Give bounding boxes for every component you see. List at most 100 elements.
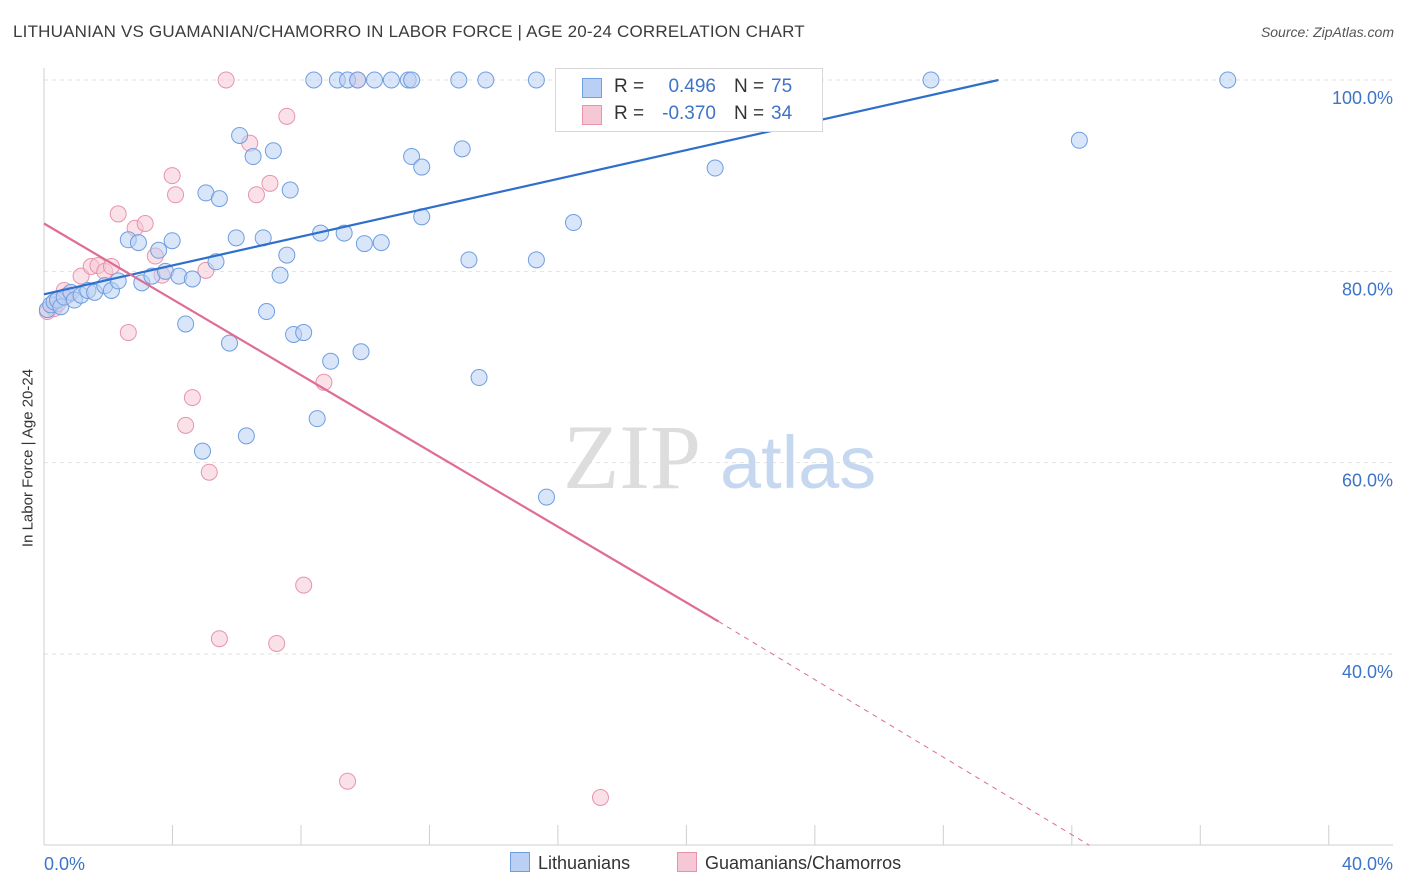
bottom-legend-label: Guamanians/Chamorros (705, 853, 902, 873)
guamanian-point (247, 186, 265, 204)
lithuanian-point (706, 159, 724, 177)
lithuanian-point (322, 352, 340, 370)
lithuanian-point (177, 315, 195, 333)
lithuanian-point (349, 71, 367, 89)
lithuanian-point (355, 235, 373, 253)
lithuanian-trend-line (43, 78, 999, 296)
legend-r-value: 0.496 (668, 76, 716, 97)
legend-r-label: R = (614, 76, 645, 97)
lithuanian-point (210, 190, 228, 208)
guamanian-trend-extension (718, 621, 1090, 846)
guamanian-point (278, 107, 296, 125)
watermark-zip: ZIP (563, 406, 701, 508)
lithuanian-point (382, 71, 400, 89)
lithuanian-point (470, 369, 488, 387)
lithuanian-point (527, 251, 545, 269)
guamanian-point (109, 205, 127, 223)
bottom-legend-lithuanians: Lithuanians (510, 852, 630, 874)
lithuanian-point (403, 71, 421, 89)
guamanian-point (163, 167, 181, 185)
legend-row-lithuanians: R = 0.496 N = 75 (556, 73, 822, 101)
bottom-legend-label: Lithuanians (538, 853, 631, 873)
lithuanian-point (295, 324, 313, 342)
lithuanian-point (150, 241, 168, 259)
lithuanian-point (308, 410, 326, 428)
tick-labels: 40.0% 60.0% 80.0% 100.0% 0.0% 40.0% (44, 88, 1393, 874)
lithuanian-point (281, 181, 299, 199)
lithuanian-point (413, 158, 431, 176)
guamanian-point (217, 71, 235, 89)
lithuanian-point (460, 251, 478, 269)
guamanian-point (102, 258, 120, 276)
legend-swatch-pink (582, 105, 602, 125)
guamanian-point (136, 215, 154, 232)
x-tick-label: 40.0% (1342, 854, 1393, 874)
guamanian-point (210, 630, 228, 648)
guamanian-point (177, 416, 195, 434)
stats-legend: R = 0.496 N = 75 R = -0.370 N = 34 (555, 68, 823, 132)
bottom-legend-swatch-blue (510, 852, 530, 872)
watermark: ZIP atlas (563, 406, 876, 508)
legend-r-label: R = (614, 103, 645, 124)
guamanian-point (119, 324, 137, 342)
guamanian-point (200, 463, 218, 481)
lithuanian-point (335, 224, 353, 242)
lithuanian-point (278, 246, 296, 264)
chart-title: LITHUANIAN VS GUAMANIAN/CHAMORRO IN LABO… (13, 22, 805, 41)
guamanian-points (38, 71, 609, 806)
legend-n-value: 75 (771, 76, 793, 97)
lithuanian-point (129, 234, 147, 252)
lithuanian-point (258, 303, 276, 321)
lithuanian-point (352, 343, 370, 361)
lithuanian-point (271, 266, 289, 284)
lithuanian-point (922, 71, 940, 89)
lithuanian-point (538, 488, 556, 506)
lithuanian-point (564, 214, 582, 232)
lithuanian-point (237, 427, 255, 445)
lithuanian-point (264, 142, 282, 160)
lithuanian-point (477, 71, 495, 89)
lithuanian-point (244, 148, 262, 166)
guamanian-point (261, 174, 279, 192)
y-tick-label: 100.0% (1332, 88, 1393, 108)
lithuanian-point (372, 234, 390, 252)
source-label: Source: ZipAtlas.com (1260, 24, 1394, 40)
axes (43, 68, 1393, 846)
bottom-legend-guamanians: Guamanians/Chamorros (677, 852, 901, 874)
lithuanian-point (453, 140, 471, 158)
lithuanian-point (1070, 131, 1088, 149)
guamanian-point (167, 186, 185, 204)
lithuanian-point (450, 71, 468, 89)
lithuanian-point (305, 71, 323, 89)
guamanian-point (183, 389, 201, 407)
lithuanian-point (194, 442, 212, 460)
trend-lines (43, 78, 1090, 846)
legend-r-value: -0.370 (662, 103, 716, 124)
legend-row-guamanians: R = -0.370 N = 34 (556, 100, 822, 128)
legend-swatch-blue (582, 78, 602, 98)
guamanian-point (295, 576, 313, 594)
legend-n-value: 34 (771, 103, 793, 124)
lithuanian-point (1219, 71, 1237, 89)
y-tick-label: 80.0% (1342, 279, 1393, 299)
guamanian-point (339, 772, 357, 790)
lithuanian-point (527, 71, 545, 89)
lithuanian-point (207, 253, 225, 271)
x-tick-label: 0.0% (44, 854, 85, 874)
guamanian-point (591, 789, 609, 806)
lithuanian-point (403, 148, 421, 166)
lithuanian-point (163, 232, 181, 250)
y-tick-label: 40.0% (1342, 662, 1393, 682)
watermark-atlas: atlas (720, 421, 876, 504)
lithuanian-point (220, 334, 238, 352)
y-tick-label: 60.0% (1342, 471, 1393, 491)
lithuanian-point (231, 126, 249, 144)
lithuanian-point (183, 270, 201, 288)
bottom-legend-swatch-pink (677, 852, 697, 872)
lithuanian-point (366, 71, 384, 89)
lithuanian-point (227, 229, 245, 247)
guamanian-trend-line (43, 222, 720, 623)
legend-n-label: N = (734, 103, 765, 124)
guamanian-point (268, 634, 286, 652)
legend-n-label: N = (734, 76, 765, 97)
